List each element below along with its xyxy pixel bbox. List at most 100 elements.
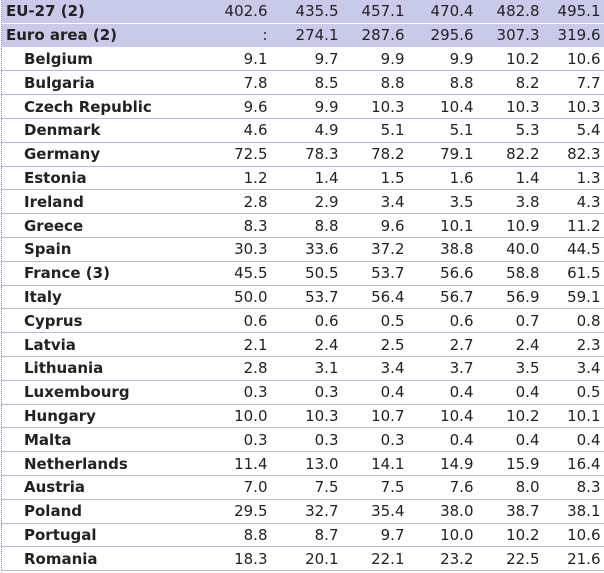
cell-value: 78.3	[270, 142, 342, 167]
cell-value: 10.6	[542, 47, 604, 72]
row-label: Austria	[1, 475, 206, 500]
cell-value: 29.5	[205, 499, 271, 524]
cell-value: 10.2	[476, 47, 543, 72]
cell-value: 0.6	[270, 308, 342, 334]
table-row: Spain 30.3 33.6 37.2 38.8 40.0 44.5	[1, 237, 604, 262]
cell-value: 53.7	[341, 261, 408, 286]
cell-value: 9.6	[205, 94, 271, 119]
cell-value: 40.0	[476, 237, 543, 262]
cell-value: 0.3	[270, 427, 342, 453]
cell-value: 10.2	[476, 404, 543, 429]
cell-value: 23.2	[407, 546, 477, 572]
cell-value: 8.8	[407, 70, 477, 96]
cell-value: 0.3	[270, 380, 342, 405]
cell-value: 56.6	[407, 261, 477, 286]
row-label: Luxembourg	[1, 380, 206, 405]
table-row: Bulgaria 7.8 8.5 8.8 8.8 8.2 7.7	[1, 70, 604, 96]
cell-value: 0.3	[341, 427, 408, 453]
cell-value: 10.2	[476, 523, 543, 548]
cell-value: 56.9	[476, 285, 543, 310]
row-label: Denmark	[1, 118, 206, 143]
cell-value: 3.4	[341, 356, 408, 381]
table-row: Netherlands 11.4 13.0 14.1 14.9 15.9 16.4	[1, 451, 604, 476]
cell-value: :	[205, 23, 271, 48]
cell-value: 8.3	[542, 475, 604, 500]
row-label: Lithuania	[1, 356, 206, 381]
cell-value: 61.5	[542, 261, 604, 286]
table-row: Lithuania 2.8 3.1 3.4 3.7 3.5 3.4	[1, 356, 604, 381]
cell-value: 35.4	[341, 499, 408, 524]
cell-value: 287.6	[341, 23, 408, 48]
cell-value: 58.8	[476, 261, 543, 286]
cell-value: 10.1	[407, 213, 477, 238]
table-row: Cyprus 0.6 0.6 0.5 0.6 0.7 0.8	[1, 308, 604, 334]
cell-value: 10.4	[407, 94, 477, 119]
cell-value: 2.5	[341, 332, 408, 357]
cell-value: 274.1	[270, 23, 342, 48]
cell-value: 402.6	[205, 0, 271, 24]
cell-value: 10.0	[407, 523, 477, 548]
cell-value: 5.1	[341, 118, 408, 143]
cell-value: 16.4	[542, 451, 604, 476]
cell-value: 18.3	[205, 546, 271, 572]
cell-value: 8.2	[476, 70, 543, 96]
row-label: Spain	[1, 237, 206, 262]
cell-value: 38.0	[407, 499, 477, 524]
cell-value: 9.9	[407, 47, 477, 72]
cell-value: 11.2	[542, 213, 604, 238]
cell-value: 11.4	[205, 451, 271, 476]
table-row: Estonia 1.2 1.4 1.5 1.6 1.4 1.3	[1, 166, 604, 191]
table-row: Euro area (2):274.1 287.6 295.6 307.3 319.6	[1, 23, 604, 48]
table-row: Hungary 10.0 10.3 10.7 10.4 10.2 10.1	[1, 404, 604, 429]
cell-value: 33.6	[270, 237, 342, 262]
cell-value: 82.3	[542, 142, 604, 167]
cell-value: 7.8	[205, 70, 271, 96]
table-row: Germany 72.5 78.3 78.2 79.1 82.2 82.3	[1, 142, 604, 167]
cell-value: 8.0	[476, 475, 543, 500]
cell-value: 5.4	[542, 118, 604, 143]
cell-value: 2.8	[205, 189, 271, 215]
cell-value: 2.4	[476, 332, 543, 357]
cell-value: 20.1	[270, 546, 342, 572]
cell-value: 53.7	[270, 285, 342, 310]
cell-value: 10.7	[341, 404, 408, 429]
table-row: France (3) 45.5 50.5 53.7 56.6 58.8 61.5	[1, 261, 604, 286]
cell-value: 59.1	[542, 285, 604, 310]
cell-value: 13.0	[270, 451, 342, 476]
row-label: EU-27 (2)	[1, 0, 206, 24]
cell-value: 3.4	[542, 356, 604, 381]
table-row: Belgium 9.1 9.7 9.9 9.9 10.2 10.6	[1, 47, 604, 72]
cell-value: 10.3	[341, 94, 408, 119]
cell-value: 0.3	[205, 427, 271, 453]
table-row: Portugal 8.8 8.7 9.7 10.0 10.2 10.6	[1, 523, 604, 548]
cell-value: 15.9	[476, 451, 543, 476]
cell-value: 3.5	[407, 189, 477, 215]
cell-value: 22.5	[476, 546, 543, 572]
cell-value: 482.8	[476, 0, 543, 24]
cell-value: 38.1	[542, 499, 604, 524]
cell-value: 0.4	[476, 427, 543, 453]
table-row: Poland 29.5 32.7 35.4 38.0 38.7 38.1	[1, 499, 604, 524]
row-label: Euro area (2)	[1, 23, 206, 48]
cell-value: 2.1	[205, 332, 271, 357]
cell-value: 38.7	[476, 499, 543, 524]
cell-value: 10.0	[205, 404, 271, 429]
row-label: Italy	[1, 285, 206, 310]
cell-value: 4.9	[270, 118, 342, 143]
cell-value: 21.6	[542, 546, 604, 572]
cell-value: 10.1	[542, 404, 604, 429]
row-label: Netherlands	[1, 451, 206, 476]
table-row: EU-27 (2) 402.6 435.5 457.1 470.4 482.8 495.1	[1, 0, 604, 24]
cell-value: 7.6	[407, 475, 477, 500]
table-row: Denmark 4.6 4.9 5.1 5.1 5.3 5.4	[1, 118, 604, 143]
row-label: Estonia	[1, 166, 206, 191]
cell-value: 2.4	[270, 332, 342, 357]
cell-value: 78.2	[341, 142, 408, 167]
cell-value: 2.8	[205, 356, 271, 381]
cell-value: 32.7	[270, 499, 342, 524]
cell-value: 2.9	[270, 189, 342, 215]
cell-value: 2.3	[542, 332, 604, 357]
cell-value: 0.5	[542, 380, 604, 405]
cell-value: 457.1	[341, 0, 408, 24]
